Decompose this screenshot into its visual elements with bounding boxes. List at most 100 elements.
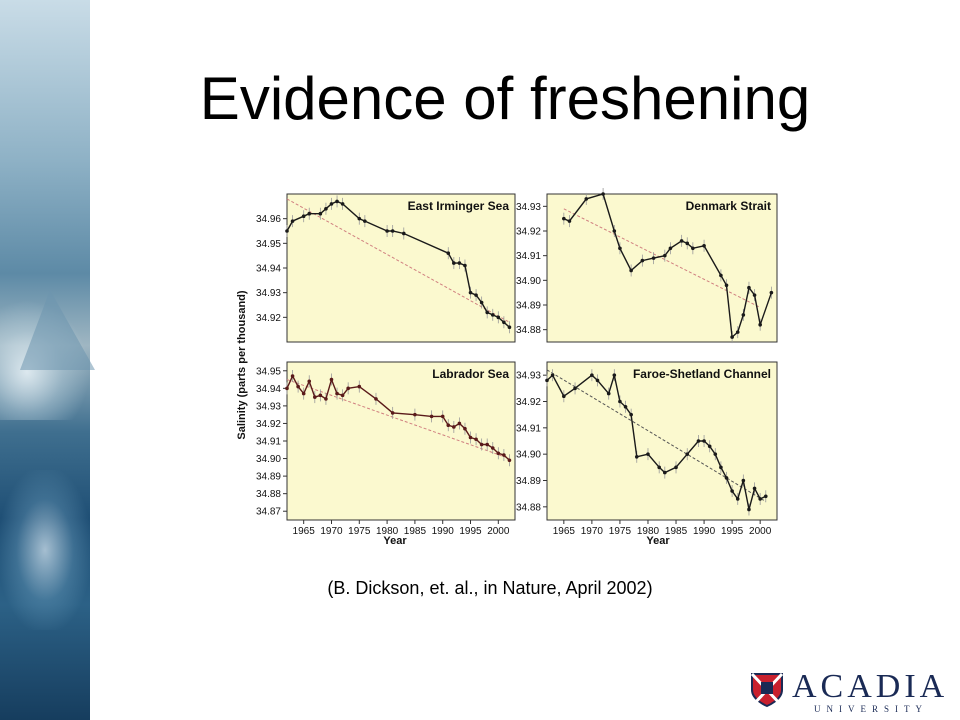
data-point — [357, 216, 362, 221]
x-tick-label: 1980 — [376, 526, 399, 537]
data-point — [747, 507, 751, 512]
data-point — [741, 313, 746, 317]
data-point — [468, 290, 473, 295]
data-point — [363, 219, 367, 223]
data-point — [307, 211, 312, 216]
data-point — [758, 322, 762, 327]
data-point — [758, 497, 762, 501]
data-point — [663, 253, 667, 258]
data-point — [463, 263, 467, 268]
data-point — [485, 442, 489, 447]
data-point — [752, 293, 757, 297]
data-point — [446, 423, 451, 427]
series-line — [563, 193, 773, 339]
data-point — [318, 211, 323, 216]
x-tick-label: 1990 — [432, 526, 455, 537]
data-point — [663, 470, 667, 475]
data-point — [618, 246, 622, 251]
data-point — [463, 426, 467, 431]
data-point — [685, 452, 690, 456]
x-tick-label: 1970 — [581, 526, 604, 537]
data-point — [479, 300, 484, 305]
data-point — [429, 414, 434, 419]
panel-background — [546, 361, 778, 521]
data-point — [668, 246, 673, 251]
panel-labrador-sea: 34.87 34.88 34.89 34.90 34.91 34.92 34.93 34.94… — [256, 361, 516, 537]
x-tick-label: 1995 — [459, 526, 482, 537]
y-tick-label: 34.92 — [256, 419, 281, 430]
data-point — [623, 404, 628, 409]
data-point — [374, 397, 378, 401]
data-point — [507, 458, 512, 463]
y-tick-label: 34.90 — [516, 450, 541, 461]
y-tick-label: 34.93 — [256, 288, 281, 299]
panel-title: East Irminger Sea — [408, 199, 510, 213]
data-point — [318, 393, 323, 398]
data-point — [390, 229, 395, 233]
data-point — [719, 465, 723, 470]
y-tick-label: 34.87 — [256, 507, 281, 518]
data-point — [612, 229, 617, 233]
y-tick-label: 34.93 — [516, 371, 541, 382]
data-point — [730, 335, 734, 339]
data-point — [474, 293, 478, 297]
data-point — [413, 412, 417, 417]
panel-title: Denmark Strait — [686, 199, 771, 213]
y-tick-label: 34.94 — [256, 264, 281, 275]
data-point — [601, 192, 605, 196]
data-point — [329, 377, 334, 382]
data-point — [685, 241, 690, 246]
wave-highlight-lower — [0, 470, 90, 630]
data-point — [301, 214, 306, 218]
data-point — [452, 425, 456, 429]
data-point — [730, 489, 734, 493]
data-point — [468, 435, 473, 440]
y-tick-label: 34.92 — [516, 397, 541, 408]
data-point — [769, 290, 774, 295]
data-point — [674, 465, 678, 470]
trend-line — [286, 379, 510, 460]
data-point — [296, 384, 300, 389]
trend-line — [563, 208, 761, 308]
data-point — [618, 399, 622, 404]
data-point — [735, 330, 740, 334]
data-point — [634, 455, 639, 459]
data-point — [550, 373, 555, 377]
data-point — [457, 261, 462, 265]
data-point — [285, 386, 289, 391]
data-point — [335, 199, 339, 204]
data-point — [401, 231, 406, 236]
data-point — [479, 442, 484, 447]
data-point — [651, 256, 656, 260]
data-point — [335, 391, 339, 396]
data-point — [307, 379, 312, 384]
data-point — [562, 216, 566, 221]
data-point — [496, 451, 501, 456]
data-point — [612, 373, 617, 377]
data-point — [313, 395, 317, 399]
data-point — [340, 393, 345, 398]
data-point — [324, 207, 328, 211]
data-point — [324, 397, 328, 401]
iceberg-shape — [20, 290, 95, 370]
data-point — [496, 315, 501, 320]
data-point — [707, 444, 712, 449]
data-point — [502, 453, 506, 457]
data-point — [646, 452, 650, 456]
x-tick-label: 1995 — [721, 526, 744, 537]
data-point — [691, 246, 695, 251]
y-tick-label: 34.91 — [516, 251, 541, 262]
x-tick-label: 1975 — [348, 526, 371, 537]
data-point — [763, 494, 768, 499]
y-tick-label: 34.96 — [256, 214, 281, 225]
data-point — [590, 373, 594, 377]
data-point — [696, 439, 701, 443]
data-point — [329, 202, 334, 206]
data-point — [346, 386, 350, 391]
data-point — [752, 486, 757, 491]
panel-faroe-shetland-channel: 34.88 34.89 34.90 34.91 34.92 34.93 1965 1970 19… — [516, 361, 778, 537]
data-point — [629, 268, 633, 273]
decorative-ocean-strip — [0, 0, 95, 720]
data-point — [573, 386, 577, 391]
shield-icon — [750, 672, 784, 708]
